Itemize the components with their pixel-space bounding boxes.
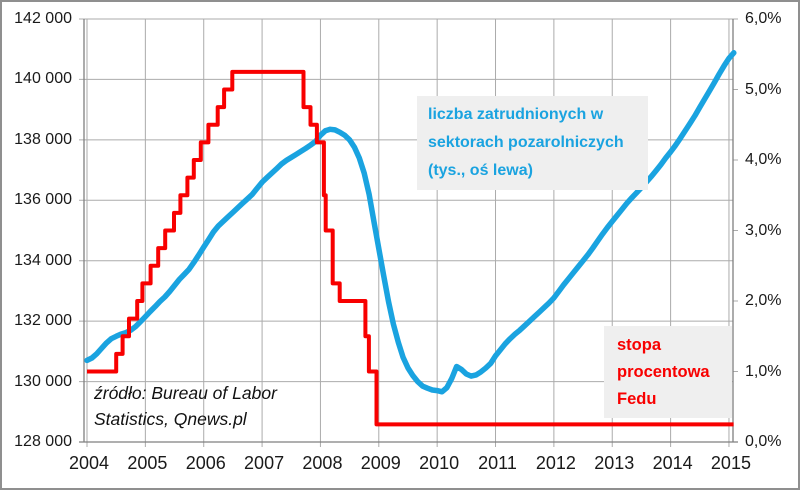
- x-axis-tick-label: 2007: [244, 453, 285, 473]
- right-axis-tick-label: 3,0%: [745, 221, 782, 239]
- fed-rate-series-label-line2: procentowa: [617, 363, 710, 381]
- left-axis-tick-label: 140 000: [14, 70, 72, 88]
- x-axis-tick-label: 2005: [127, 453, 168, 473]
- x-axis-tick-label: 2008: [302, 453, 343, 473]
- left-axis-tick-label: 134 000: [14, 251, 72, 269]
- x-axis-tick-label: 2013: [594, 453, 635, 473]
- x-axis-tick-label: 2012: [535, 453, 576, 473]
- x-axis-tick-label: 2010: [419, 453, 460, 473]
- left-axis-tick-label: 142 000: [14, 10, 72, 27]
- x-axis-tick-label: 2015: [710, 453, 751, 473]
- right-axis-tick-label: 0,0%: [745, 433, 782, 450]
- left-axis-tick-label: 136 000: [14, 191, 72, 209]
- fed-rate-series-label-line1: stopa: [617, 336, 662, 354]
- x-axis-tick-label: 2009: [360, 453, 401, 473]
- x-axis-tick-label: 2011: [478, 453, 517, 473]
- fed-rate-series-label: stopa procentowa Fedu: [604, 326, 732, 418]
- right-axis-tick-label: 4,0%: [745, 151, 782, 168]
- x-axis-tick-label: 2004: [68, 453, 110, 473]
- right-axis-tick-label: 1,0%: [745, 362, 782, 380]
- employment-series-label-line1: liczba zatrudnionych w: [428, 106, 604, 123]
- right-axis-tick-label: 6,0%: [745, 10, 782, 27]
- source-note-line2: Statistics, Qnews.pl: [94, 409, 247, 429]
- right-axis-tick-label: 2,0%: [745, 292, 782, 309]
- source-note-line1: źródło: Bureau of Labor: [94, 383, 277, 403]
- left-axis-tick-label: 132 000: [14, 312, 72, 330]
- left-axis-tick-label: 138 000: [14, 130, 72, 148]
- right-axis-tick-label: 5,0%: [745, 80, 782, 98]
- x-axis-tick-label: 2014: [652, 453, 693, 473]
- employment-series-label: liczba zatrudnionych w sektorach pozarol…: [417, 96, 648, 190]
- employment-series-label-line2: sektorach pozarolniczych: [428, 134, 624, 151]
- x-axis-tick-label: 2006: [185, 453, 226, 473]
- fed-rate-line: [87, 69, 734, 427]
- employment-line: [84, 50, 737, 395]
- left-axis-tick-label: 130 000: [14, 372, 72, 390]
- fed-rate-series-label-line3: Fedu: [617, 390, 657, 408]
- source-note: źródło: Bureau of Labor Statistics, Qnew…: [94, 380, 277, 432]
- left-axis-tick-label: 128 000: [14, 433, 72, 450]
- employment-series-label-line3: (tys., oś lewa): [428, 162, 533, 179]
